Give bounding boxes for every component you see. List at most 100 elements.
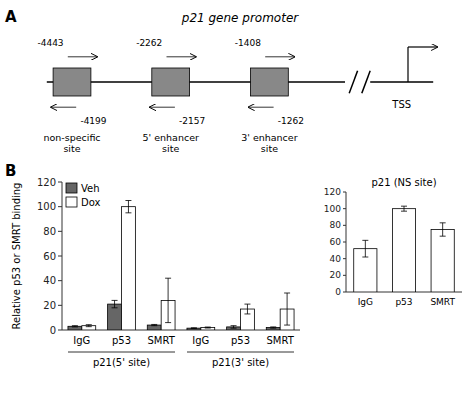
label-line: site bbox=[63, 143, 80, 154]
y-tick bbox=[58, 206, 62, 207]
y-tick bbox=[343, 225, 346, 226]
y-tick bbox=[58, 330, 62, 331]
error-bar bbox=[86, 325, 92, 327]
bar bbox=[68, 326, 82, 330]
error-cap bbox=[231, 328, 237, 329]
primer-arrow bbox=[51, 107, 76, 108]
primer-label: -4443 bbox=[37, 38, 63, 48]
error-cap bbox=[72, 325, 78, 326]
y-tick bbox=[58, 256, 62, 257]
error-cap bbox=[86, 324, 92, 325]
gene-line bbox=[370, 81, 433, 83]
gene-line bbox=[47, 81, 345, 83]
schematic-title: p21 gene promoter bbox=[181, 11, 300, 25]
error-bar bbox=[401, 206, 407, 211]
bar bbox=[201, 328, 215, 330]
error-bar bbox=[151, 324, 157, 325]
y-tick bbox=[58, 305, 62, 306]
error-cap bbox=[284, 293, 290, 294]
error-cap bbox=[151, 324, 157, 325]
error-bar bbox=[244, 304, 250, 314]
error-cap bbox=[401, 206, 407, 207]
y-tick-label: 20 bbox=[330, 270, 342, 280]
label-line: non-specific bbox=[43, 132, 100, 143]
site-label: non-specificsite bbox=[43, 132, 100, 154]
y-tick bbox=[343, 208, 346, 209]
primer-label: -1408 bbox=[235, 38, 261, 48]
error-cap bbox=[270, 328, 276, 329]
error-cap bbox=[401, 211, 407, 212]
bar bbox=[187, 328, 201, 330]
y-tick bbox=[343, 242, 346, 243]
error-stem bbox=[168, 278, 169, 322]
error-bar bbox=[72, 326, 78, 327]
error-bar bbox=[112, 300, 118, 307]
error-stem bbox=[128, 201, 129, 213]
y-tick bbox=[58, 280, 62, 281]
x-tick-label: SMRT bbox=[148, 335, 176, 346]
error-bar bbox=[205, 327, 211, 329]
y-tick bbox=[343, 192, 346, 193]
error-cap bbox=[231, 325, 237, 326]
label-line: 3' enhancer bbox=[241, 132, 297, 143]
error-cap bbox=[191, 328, 197, 329]
primer-arrow bbox=[150, 107, 175, 108]
x-tick-label: IgG bbox=[73, 335, 90, 346]
x-tick-label: SMRT bbox=[267, 335, 295, 346]
x-tick-label: SMRT bbox=[430, 297, 455, 307]
group-label: p21(3' site) bbox=[212, 357, 269, 368]
error-cap bbox=[244, 313, 250, 314]
y-tick-label: 100 bbox=[37, 201, 56, 212]
y-tick bbox=[343, 275, 346, 276]
primer-label: -2157 bbox=[179, 116, 205, 126]
legend-label: Dox bbox=[81, 197, 101, 208]
figure: p21 gene promoterATSS-4443-4199non-speci… bbox=[0, 0, 474, 397]
primer-label: -1262 bbox=[278, 116, 304, 126]
site-label: 3' enhancersite bbox=[241, 132, 297, 154]
legend-swatch bbox=[66, 183, 77, 193]
primer-label: -4199 bbox=[80, 116, 106, 126]
bar bbox=[266, 328, 280, 330]
error-stem bbox=[287, 293, 288, 325]
binding-box bbox=[53, 68, 91, 96]
tss-line bbox=[407, 47, 408, 82]
error-cap bbox=[284, 325, 290, 326]
primer-label: -2262 bbox=[136, 38, 162, 48]
schematic: p21 gene promoterATSS-4443-4199non-speci… bbox=[5, 8, 437, 154]
error-stem bbox=[247, 304, 248, 314]
legend: Veh Dox bbox=[66, 183, 101, 208]
y-tick bbox=[58, 182, 62, 183]
legend-swatch bbox=[66, 197, 77, 207]
y-tick-label: 80 bbox=[330, 220, 342, 230]
error-cap bbox=[440, 222, 446, 223]
error-cap bbox=[205, 327, 211, 328]
y-tick-label: 0 bbox=[335, 287, 341, 297]
x-axis-line bbox=[62, 330, 300, 331]
error-cap bbox=[440, 236, 446, 237]
error-cap bbox=[165, 322, 171, 323]
x-tick-label: p53 bbox=[395, 297, 412, 307]
error-cap bbox=[125, 200, 131, 201]
error-stem bbox=[365, 240, 366, 257]
binding-box bbox=[251, 68, 289, 96]
y-tick-label: 120 bbox=[37, 177, 56, 188]
error-bar bbox=[125, 201, 131, 213]
group-underline bbox=[187, 352, 294, 353]
error-cap bbox=[270, 326, 276, 327]
error-stem bbox=[114, 300, 115, 307]
y-tick bbox=[343, 292, 346, 293]
x-tick-label: p53 bbox=[112, 335, 131, 346]
error-cap bbox=[362, 257, 368, 258]
group-underline bbox=[68, 352, 175, 353]
site-label: 5' enhancersite bbox=[143, 132, 199, 154]
error-cap bbox=[125, 212, 131, 213]
error-cap bbox=[112, 300, 118, 301]
error-cap bbox=[362, 240, 368, 241]
bar bbox=[82, 326, 96, 330]
error-cap bbox=[72, 326, 78, 327]
legend-label: Veh bbox=[81, 183, 100, 194]
primer-arrow bbox=[167, 56, 196, 57]
plot-area bbox=[68, 201, 294, 331]
label-line: site bbox=[162, 143, 179, 154]
group-label: p21(5' site) bbox=[93, 357, 150, 368]
